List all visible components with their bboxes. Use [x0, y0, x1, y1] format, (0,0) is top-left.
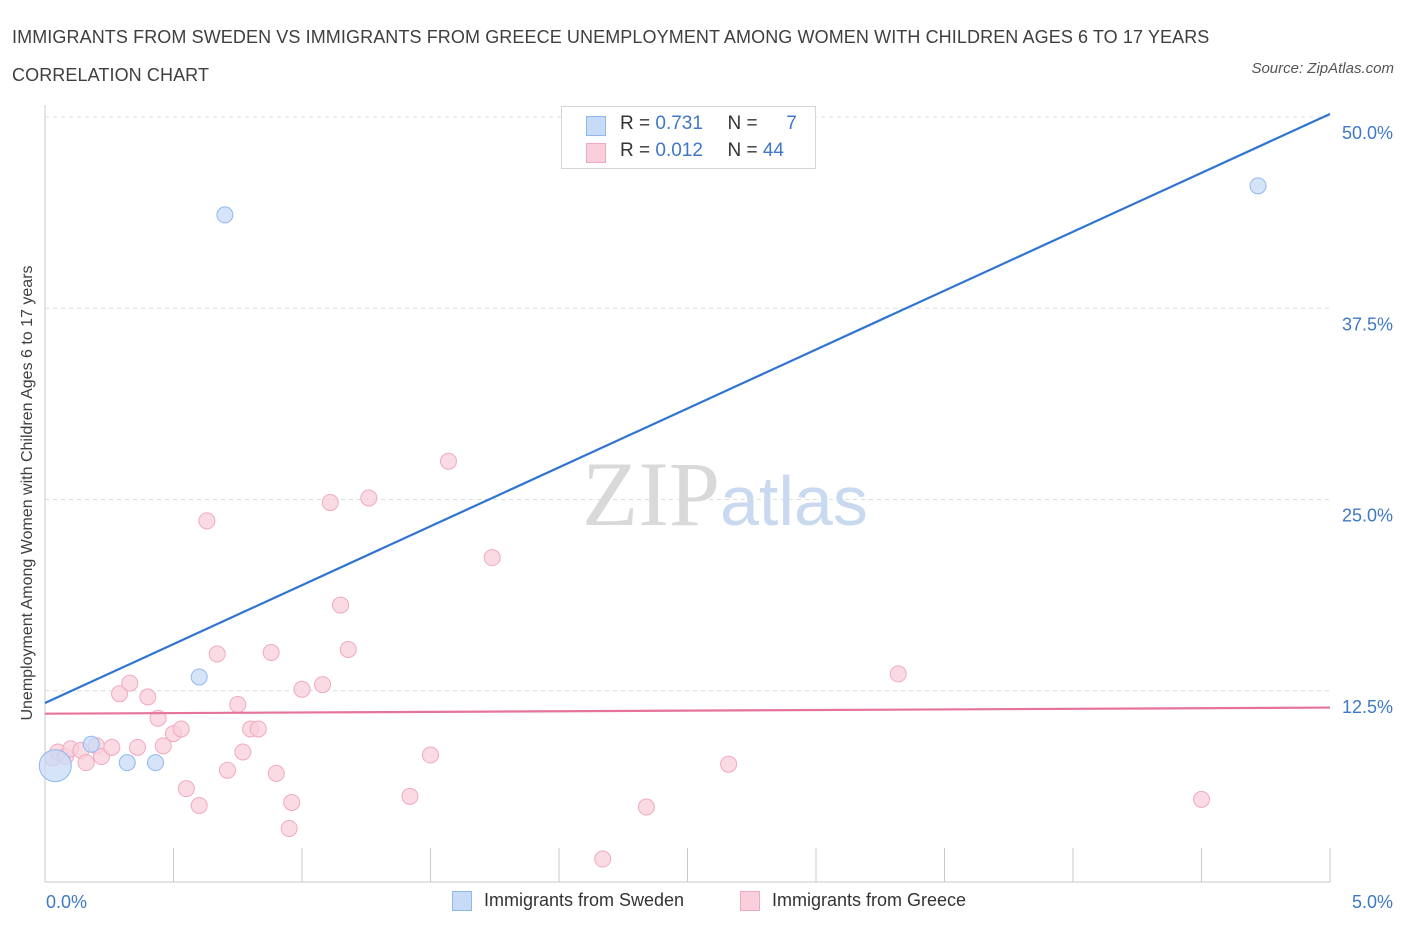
greece-point — [889, 665, 907, 683]
data-points — [38, 177, 1267, 868]
greece-point — [103, 738, 121, 756]
greece-point — [321, 494, 339, 512]
sweden-point — [216, 206, 234, 224]
greece-point — [314, 676, 332, 694]
greece-point — [283, 793, 301, 811]
legend-swatch-greece — [586, 143, 606, 163]
greece-point — [637, 798, 655, 816]
greece-point — [177, 780, 195, 798]
greece-point — [422, 746, 439, 764]
greece-point — [154, 737, 172, 755]
greece-point — [439, 452, 457, 470]
greece-point — [1193, 790, 1210, 808]
legend-n-label-sweden: N = — [727, 113, 763, 134]
greece-point — [401, 787, 419, 805]
sweden-point — [147, 754, 165, 772]
bottom-legend-label-greece: Immigrants from Greece — [772, 890, 967, 910]
sweden-point — [38, 749, 72, 783]
greece-point — [139, 688, 157, 706]
watermark-atlas: atlas — [720, 462, 868, 540]
greece-trend-line — [44, 706, 1331, 715]
legend-n-value-greece: 44 — [762, 140, 784, 161]
y-tick-label: 25.0% — [1342, 506, 1393, 526]
greece-point — [198, 512, 216, 530]
tick-labels: 12.5% 25.0% 37.5% 50.0% 0.0% 5.0% — [46, 123, 1393, 912]
legend-n-value-sweden: 7 — [786, 113, 797, 134]
x-tick-label: 0.0% — [46, 892, 87, 912]
axes — [44, 105, 1331, 883]
watermark-zip: ZIP — [582, 443, 720, 545]
greece-point — [249, 720, 267, 738]
greece-point — [262, 644, 280, 661]
legend-r-label-greece: R = — [620, 140, 656, 161]
greece-point — [360, 489, 378, 507]
sweden-point — [82, 735, 100, 753]
greece-point — [280, 819, 298, 837]
y-tick-label: 37.5% — [1342, 314, 1393, 334]
sweden-point — [1249, 177, 1267, 195]
y-tick-label: 50.0% — [1342, 123, 1393, 143]
bottom-legend-swatch-sweden — [452, 891, 472, 911]
trend-lines — [44, 112, 1331, 715]
sweden-point — [190, 668, 208, 686]
greece-point — [234, 743, 252, 761]
legend-r-value-sweden: 0.731 — [655, 113, 703, 134]
legend-r-label-sweden: R = — [620, 113, 656, 134]
greece-point — [483, 549, 501, 567]
greece-point — [339, 640, 357, 658]
sweden-trend-line — [44, 112, 1331, 704]
legend-r-value-greece: 0.012 — [655, 140, 703, 161]
greece-point — [218, 761, 236, 779]
greece-point — [332, 596, 350, 614]
chart-title: IMMIGRANTS FROM SWEDEN VS IMMIGRANTS FRO… — [12, 27, 1210, 85]
x-tick-label: 5.0% — [1352, 892, 1393, 912]
greece-point — [77, 754, 95, 772]
y-tick-label: 12.5% — [1342, 697, 1393, 717]
legend-swatch-sweden — [586, 116, 606, 136]
greece-point — [720, 755, 738, 773]
bottom-legend-label-sweden: Immigrants from Sweden — [484, 890, 685, 910]
correlation-legend: R = 0.731 N = 7 R = 0.012 N = 44 — [561, 106, 816, 169]
greece-point — [111, 685, 129, 703]
greece-point — [267, 764, 285, 782]
legend-n-label-greece: N = — [727, 140, 763, 161]
greece-point — [172, 720, 190, 738]
greece-point — [190, 797, 208, 814]
greece-point — [293, 680, 311, 698]
greece-point — [594, 850, 612, 868]
greece-point — [149, 709, 167, 727]
chart-source: Source: ZipAtlas.com — [1251, 60, 1394, 77]
greece-point — [208, 645, 226, 663]
greece-point — [229, 696, 247, 714]
bottom-legend-swatch-greece — [740, 891, 760, 911]
sweden-point — [118, 754, 136, 772]
greece-point — [129, 738, 147, 756]
greece-point — [121, 674, 139, 692]
